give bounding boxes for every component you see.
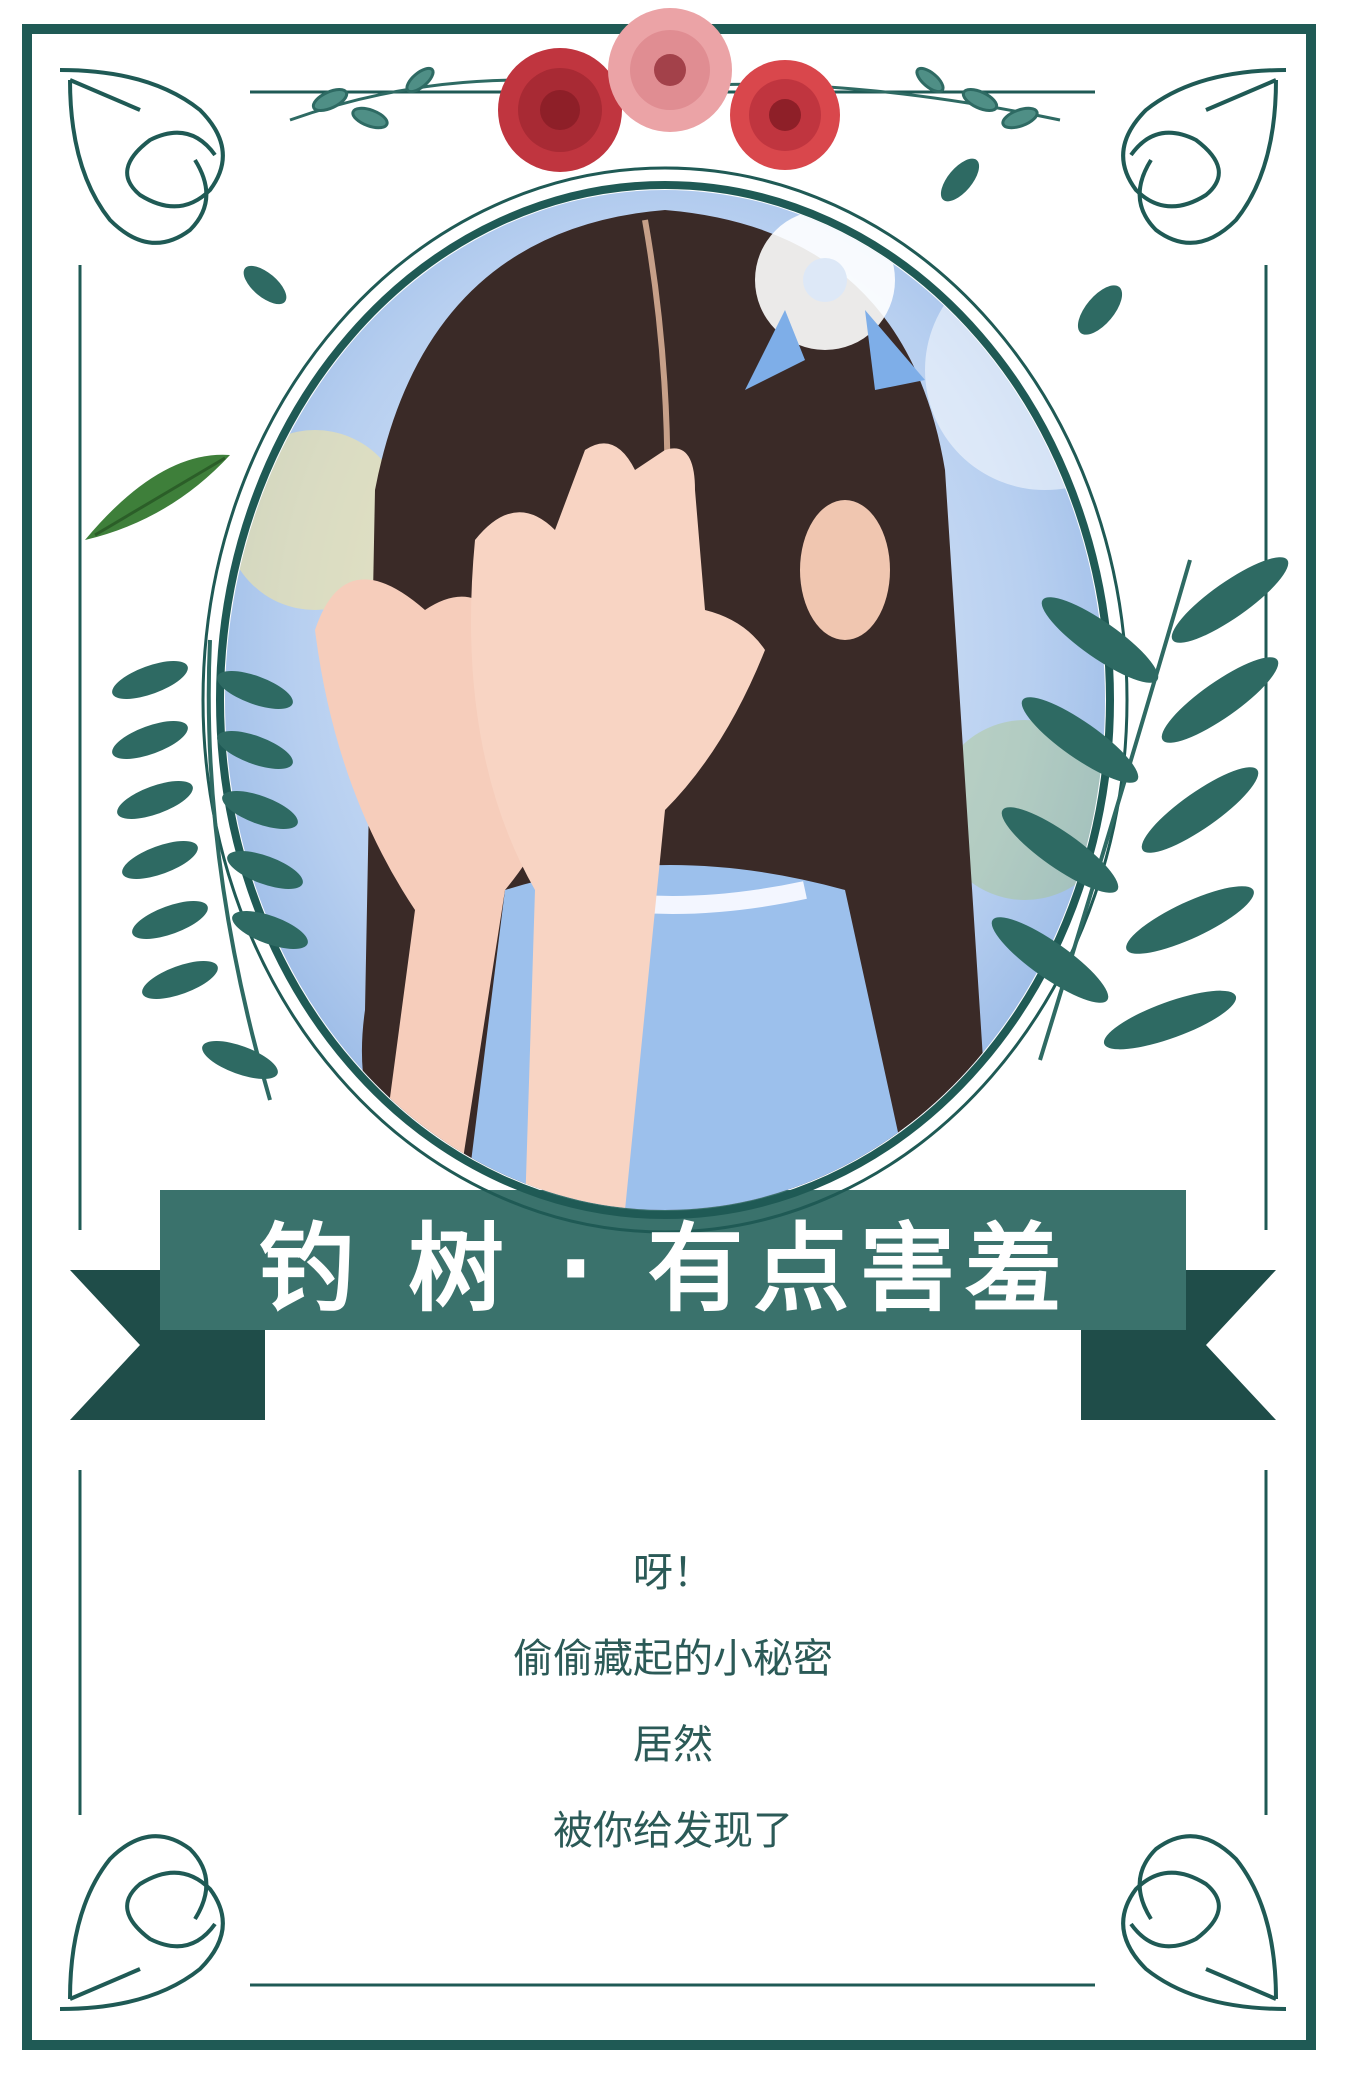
verse-line: 被你给发现了 (553, 1808, 793, 1854)
rose-icon (608, 8, 732, 132)
hair-bow-icon (745, 210, 925, 390)
oval-frame (216, 181, 1114, 1219)
corner-flourish-icon (1121, 68, 1287, 245)
verse-text: 呀！ 偷偷藏起的小秘密 居然 被你给发现了 (0, 1530, 1346, 1874)
leaf-branch-icon (991, 557, 1289, 1061)
oval-frame-outer-ring (201, 166, 1129, 1234)
verse-line: 居然 (633, 1722, 713, 1768)
leaf-branch-icon (112, 639, 308, 1101)
girl-covering-face-photo (225, 190, 1105, 1210)
verse-line: 呀！ (633, 1550, 713, 1596)
rose-icon (730, 60, 840, 170)
corner-flourish-icon (1121, 1834, 1287, 2011)
portrait-photo (225, 190, 1105, 1210)
rose-icon (498, 48, 622, 172)
banner-title: 钓 树 · 有点害羞 (258, 1212, 1072, 1325)
leaf-icon (243, 158, 1123, 335)
corner-flourish-icon (59, 68, 225, 245)
verse-line: 偷偷藏起的小秘密 (513, 1636, 833, 1682)
leaf-branch-icon (85, 454, 230, 540)
corner-flourish-icon (59, 1834, 225, 2011)
